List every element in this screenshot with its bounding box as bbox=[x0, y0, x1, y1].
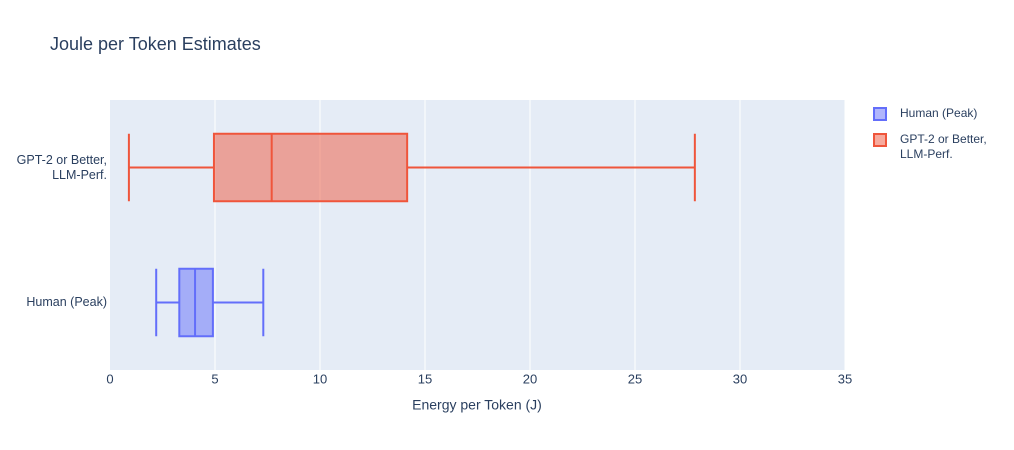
legend-swatch bbox=[873, 107, 887, 121]
legend-label: Human (Peak) bbox=[900, 106, 978, 120]
x-tick-label: 25 bbox=[628, 371, 642, 386]
x-tick-label: 5 bbox=[211, 371, 218, 386]
chart-title: Joule per Token Estimates bbox=[50, 34, 261, 54]
x-tick-label: 15 bbox=[418, 371, 432, 386]
x-axis-label: Energy per Token (J) bbox=[412, 397, 542, 413]
x-tick-label: 10 bbox=[313, 371, 327, 386]
legend-swatch bbox=[873, 133, 887, 147]
x-tick-label: 0 bbox=[106, 371, 113, 386]
y-tick-label: GPT-2 or Better, LLM-Perf. bbox=[16, 152, 107, 182]
box bbox=[212, 132, 409, 203]
legend-label: GPT-2 or Better, LLM-Perf. bbox=[900, 132, 987, 161]
x-tick-label: 30 bbox=[733, 371, 747, 386]
x-tick-label: 35 bbox=[838, 371, 852, 386]
box bbox=[178, 267, 214, 338]
y-tick-label: Human (Peak) bbox=[26, 295, 107, 309]
x-tick-label: 20 bbox=[523, 371, 537, 386]
